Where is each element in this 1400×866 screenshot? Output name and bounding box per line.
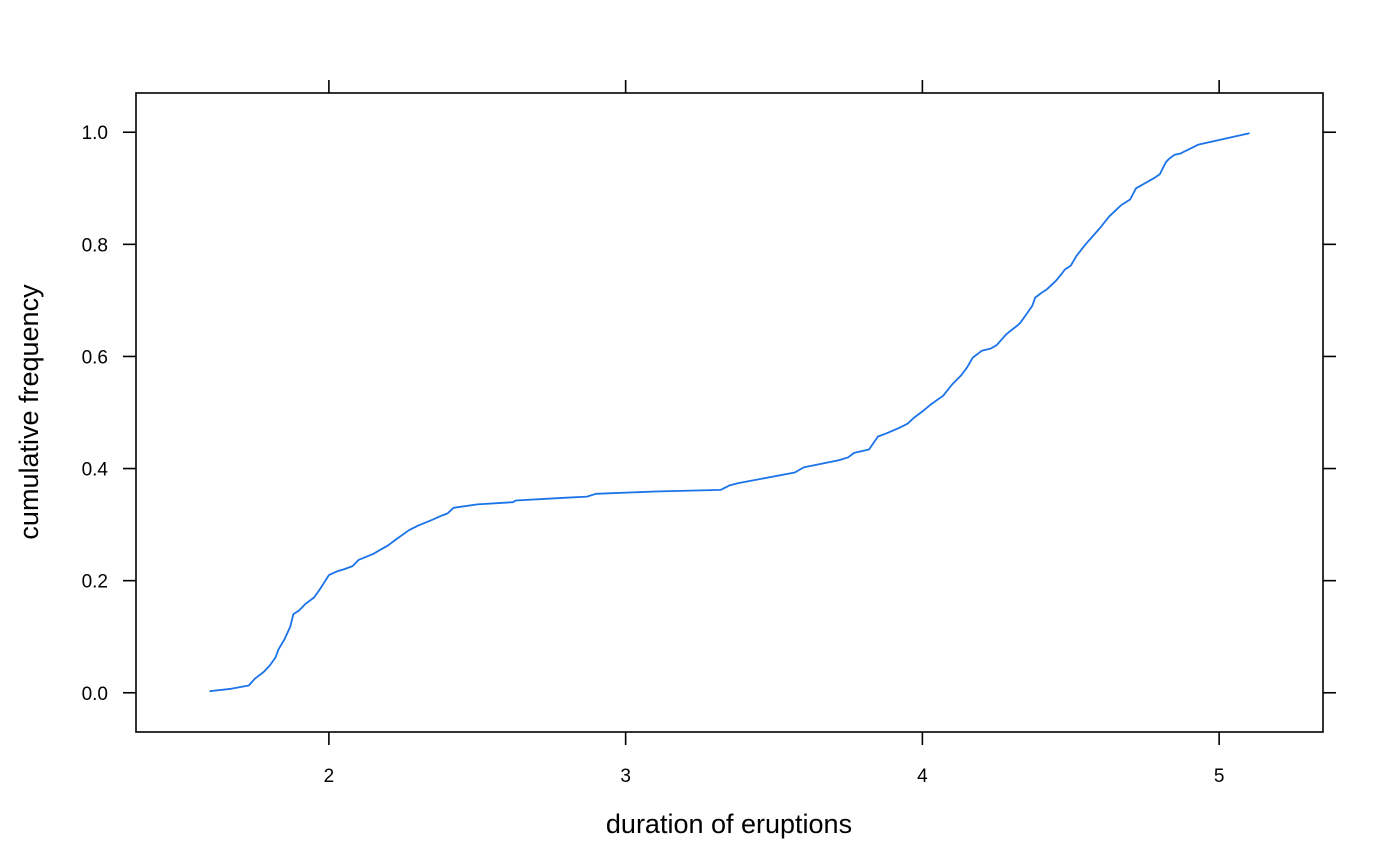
y-tick-label: 1.0 bbox=[82, 123, 108, 144]
series-line bbox=[209, 132, 1250, 692]
y-tick-label: 0.0 bbox=[82, 684, 108, 705]
plot-area bbox=[135, 92, 1324, 733]
x-axis-ticks: 2 3 4 5 bbox=[324, 80, 1225, 787]
y-tick-label: 0.4 bbox=[82, 460, 109, 481]
y-tick-label: 0.2 bbox=[82, 572, 108, 593]
x-axis-label: duration of eruptions bbox=[606, 809, 852, 839]
x-tick-label: 5 bbox=[1214, 766, 1225, 787]
y-axis-ticks: 0.0 0.2 0.4 0.6 0.8 1.0 bbox=[82, 123, 1336, 705]
series-layer bbox=[209, 132, 1250, 692]
plot-frame bbox=[135, 92, 1324, 733]
x-tick-label: 3 bbox=[620, 766, 631, 787]
x-tick-label: 4 bbox=[917, 766, 928, 787]
x-tick-label: 2 bbox=[324, 766, 335, 787]
y-tick-label: 0.6 bbox=[82, 347, 108, 368]
y-axis-label: cumulative frequency bbox=[14, 284, 44, 540]
y-tick-label: 0.8 bbox=[82, 235, 108, 256]
